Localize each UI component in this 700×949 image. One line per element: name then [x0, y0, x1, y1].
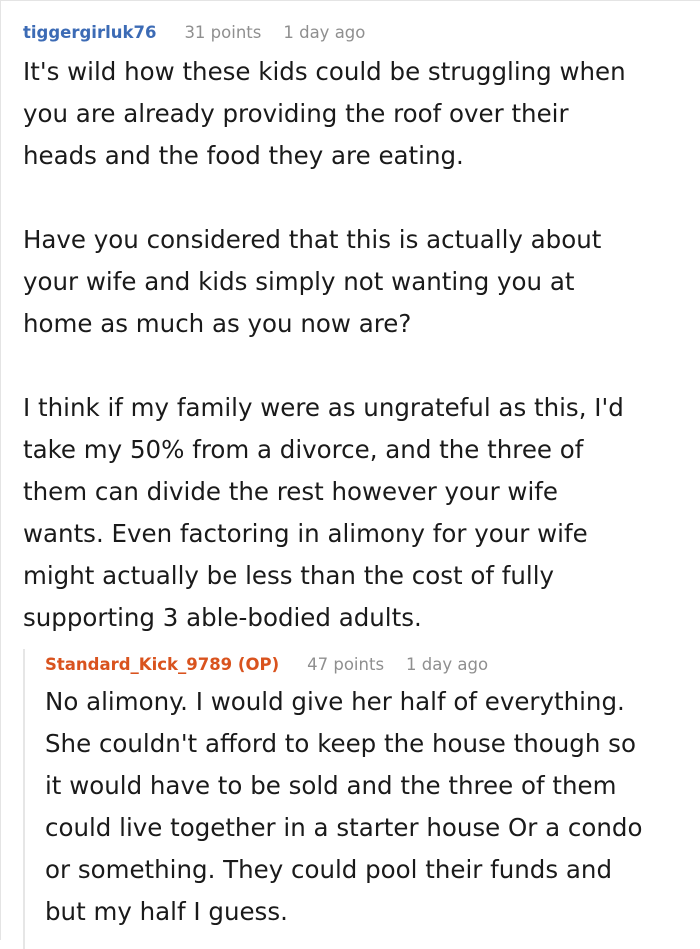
comment-paragraph: It's wild how these kids could be strugg…	[23, 51, 693, 177]
comment-paragraph: I think if my family were as ungrateful …	[23, 387, 693, 639]
reply-body: No alimony. I would give her half of eve…	[45, 681, 700, 933]
text-line: could live together in a starter house O…	[45, 813, 643, 842]
text-line: Have you considered that this is actuall…	[23, 225, 602, 254]
text-line: take my 50% from a divorce, and the thre…	[23, 435, 584, 464]
text-line: wants. Even factoring in alimony for you…	[23, 519, 588, 548]
text-line: them can divide the rest however your wi…	[23, 477, 558, 506]
text-line: might actually be less than the cost of …	[23, 561, 555, 590]
comment-body: It's wild how these kids could be strugg…	[23, 51, 693, 639]
text-line: supporting 3 able-bodied adults.	[23, 603, 422, 632]
comment-author-link[interactable]: tiggergirluk76	[23, 22, 157, 42]
text-line: It's wild how these kids could be strugg…	[23, 57, 626, 86]
reply-comment: Standard_Kick_9789 (OP) 47 points 1 day …	[23, 649, 700, 949]
comment-points: 31 points	[184, 22, 262, 42]
reply-author-link[interactable]: Standard_Kick_9789 (OP)	[45, 654, 280, 674]
reply-points: 47 points	[307, 654, 385, 674]
comment-time: 1 day ago	[283, 22, 366, 42]
comment-paragraph: Have you considered that this is actuall…	[23, 219, 693, 345]
comment-meta: tiggergirluk76 31 points 1 day ago	[23, 17, 693, 47]
text-line: your wife and kids simply not wanting yo…	[23, 267, 575, 296]
comment: tiggergirluk76 31 points 1 day ago It's …	[23, 17, 693, 681]
reply-time: 1 day ago	[406, 654, 489, 674]
reply-meta: Standard_Kick_9789 (OP) 47 points 1 day …	[45, 649, 700, 679]
text-line: it would have to be sold and the three o…	[45, 771, 617, 800]
text-line: you are already providing the roof over …	[23, 99, 569, 128]
text-line: home as much as you now are?	[23, 309, 412, 338]
text-line: heads and the food they are eating.	[23, 141, 464, 170]
text-line: No alimony. I would give her half of eve…	[45, 687, 625, 716]
text-line: or something. They could pool their fund…	[45, 855, 613, 884]
text-line: but my half I guess.	[45, 897, 288, 926]
text-line: I think if my family were as ungrateful …	[23, 393, 624, 422]
text-line: She couldn't afford to keep the house th…	[45, 729, 636, 758]
